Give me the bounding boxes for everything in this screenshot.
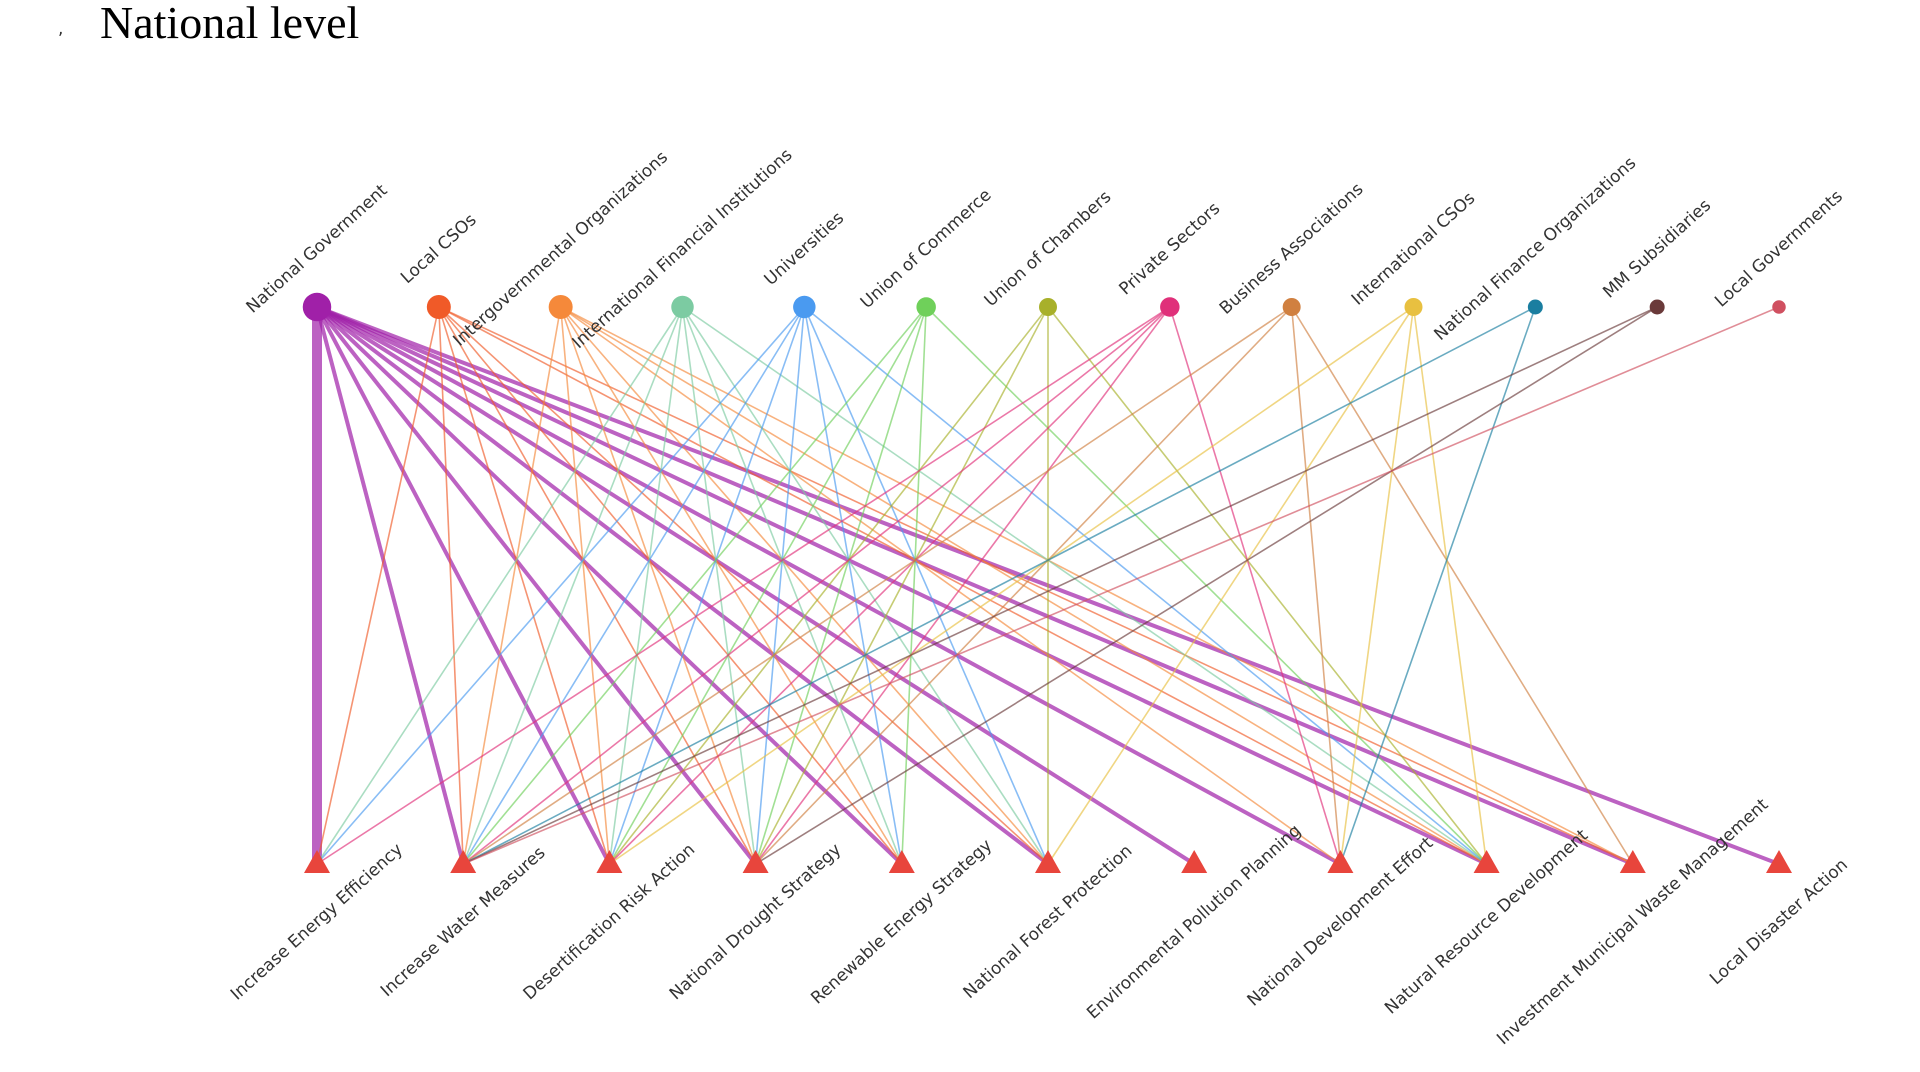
edge [462, 306, 562, 865]
actor-label: Business Associations [1216, 179, 1368, 318]
actor-node [548, 295, 573, 319]
edge [1047, 306, 1488, 865]
edge [462, 306, 806, 865]
edge [681, 306, 903, 865]
action-label: Local Disaster Action [1706, 855, 1852, 989]
edge [608, 306, 1414, 865]
edge [1290, 306, 1342, 865]
actor-label: Private Sectors [1116, 199, 1225, 300]
actor-label: Local Governments [1711, 186, 1847, 311]
action-node [1473, 850, 1500, 873]
edge [316, 306, 684, 865]
edge [755, 306, 1658, 865]
edge [560, 306, 1634, 865]
actor-node [1282, 298, 1301, 316]
edge [462, 306, 1536, 865]
actor-node [1160, 297, 1180, 317]
edge [608, 306, 806, 865]
edge [315, 305, 904, 866]
action-label: Investment Municipal Waste Management [1493, 795, 1772, 1049]
edge [755, 306, 1293, 865]
actor-node [1649, 299, 1665, 315]
edge [1169, 306, 1342, 865]
actor-label: Intergovernmental Organizations [449, 147, 672, 350]
edge [1339, 306, 1537, 865]
edge [462, 306, 1658, 865]
edge [462, 306, 927, 865]
edge [559, 306, 757, 865]
action-node [304, 850, 330, 873]
edge [1290, 306, 1634, 865]
edge [1412, 306, 1488, 865]
actor-label: National Finance Organizations [1430, 153, 1640, 345]
action-node [742, 850, 769, 873]
edge [438, 306, 1634, 865]
actor-label: International Financial Institutions [569, 145, 797, 353]
actor-label: International CSOs [1348, 188, 1480, 309]
actor-label: MM Subsidiaries [1599, 195, 1715, 302]
edge [803, 306, 1049, 865]
edge [754, 306, 806, 865]
action-node [450, 850, 477, 873]
actor-node [426, 295, 451, 319]
edge [316, 306, 440, 865]
edge [462, 306, 1171, 865]
actor-node [302, 292, 332, 322]
action-node [1619, 850, 1646, 873]
edge [462, 306, 1293, 865]
actor-node [1404, 298, 1423, 316]
edge [1339, 306, 1415, 865]
edge [1047, 306, 1415, 865]
edge [560, 306, 1049, 865]
action-node [1035, 850, 1061, 873]
edge [608, 306, 1171, 865]
edge [681, 306, 1049, 865]
edge [608, 306, 684, 865]
action-node [1766, 850, 1792, 873]
action-node [1327, 850, 1354, 873]
actor-node [1039, 298, 1057, 316]
actor-label: Union of Chambers [981, 187, 1116, 311]
edge [682, 306, 1488, 865]
action-node [1181, 850, 1208, 873]
actor-node [916, 297, 936, 317]
edge [803, 306, 1488, 865]
edge [462, 306, 684, 865]
edge [315, 305, 1050, 866]
edge [316, 306, 805, 865]
actor-node [793, 295, 816, 319]
actor-label: Local CSOs [397, 210, 481, 288]
actor-node [671, 295, 694, 319]
edge [754, 306, 1171, 865]
edge [315, 306, 466, 865]
edge [803, 306, 903, 865]
actor-node [1527, 299, 1543, 315]
actor-label: Union of Commerce [857, 185, 996, 313]
action-node [888, 850, 915, 873]
actor-label: Universities [761, 208, 849, 290]
edge [754, 306, 927, 865]
action-node [596, 850, 623, 873]
actor-node [1772, 300, 1786, 314]
edge [560, 306, 1341, 865]
bullet: , [58, 19, 63, 39]
edge [316, 306, 1171, 865]
edge [754, 306, 1049, 865]
edge [462, 306, 1780, 865]
edge [315, 306, 612, 865]
edge [608, 306, 1049, 865]
heading: National level [100, 0, 359, 48]
